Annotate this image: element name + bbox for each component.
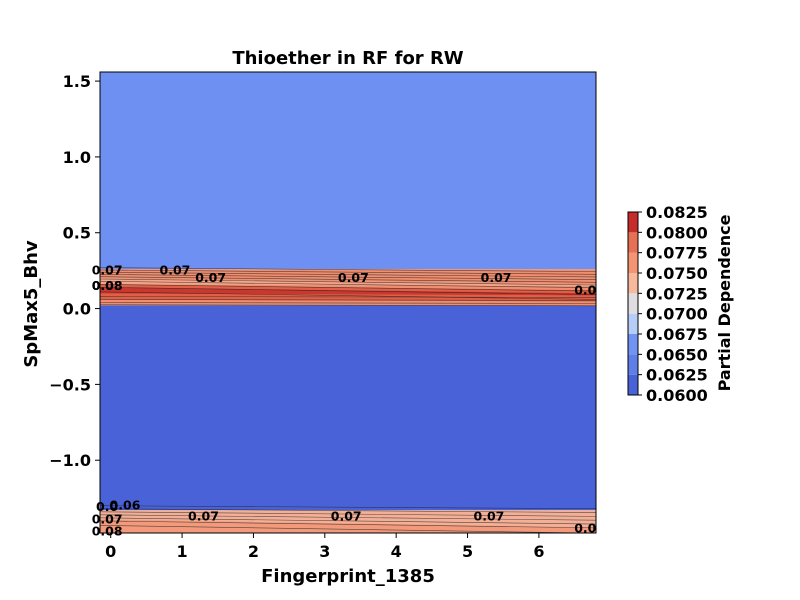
contour-line-upper-8 bbox=[100, 287, 596, 295]
colorbar-segment-7 bbox=[628, 232, 638, 253]
contour-label-13: 0.08 bbox=[92, 523, 123, 538]
colorbar-segment-2 bbox=[628, 334, 638, 355]
contour-label-1: 0.07 bbox=[195, 270, 226, 285]
x-tick-label-6: 6 bbox=[533, 542, 544, 561]
colorbar-tick-label-9: 0.0600 bbox=[646, 386, 708, 405]
colorbar-tick-label-5: 0.0700 bbox=[646, 305, 708, 324]
colorbar-tick-label-7: 0.0650 bbox=[646, 345, 708, 364]
contour-line-upper-2 bbox=[100, 271, 596, 278]
colorbar-tick-label-2: 0.0775 bbox=[646, 244, 708, 263]
contour-label-7: 0.06 bbox=[110, 498, 141, 513]
colorbar-segment-0 bbox=[628, 374, 638, 395]
contour-line-upper-13 bbox=[100, 304, 596, 307]
x-tick-label-0: 0 bbox=[105, 542, 116, 561]
contour-line-upper-7 bbox=[100, 284, 596, 292]
colorbar-segment-6 bbox=[628, 252, 638, 273]
y-tick-label-4: −0.5 bbox=[49, 375, 91, 394]
contour-band-0 bbox=[100, 72, 596, 270]
contour-band-2 bbox=[100, 305, 596, 511]
colorbar-tick-label-1: 0.0800 bbox=[646, 223, 708, 242]
contour-line-upper-9 bbox=[100, 291, 596, 300]
y-tick-label-2: 0.5 bbox=[63, 224, 91, 243]
contour-line-upper-12 bbox=[100, 302, 596, 304]
contour-lines bbox=[100, 267, 596, 533]
contour-label-11: 0.0 bbox=[96, 499, 118, 514]
colorbar-tick-label-6: 0.0675 bbox=[646, 325, 708, 344]
contour-label-0: 0.07 bbox=[160, 263, 191, 278]
colorbar-frame bbox=[627, 211, 639, 396]
contour-line-lower-1 bbox=[100, 508, 596, 513]
contour-line-upper-5 bbox=[100, 278, 596, 286]
contour-label-15: 0.0 bbox=[574, 282, 596, 297]
x-tick-label-5: 5 bbox=[462, 542, 473, 561]
colorbar-tick-label-0: 0.0825 bbox=[646, 203, 708, 222]
colorbar-segment-3 bbox=[628, 313, 638, 334]
colorbar-segment-8 bbox=[628, 212, 638, 233]
contour-label-9: 0.07 bbox=[331, 508, 362, 523]
plot-frame bbox=[99, 71, 597, 534]
colorbar-segment-4 bbox=[628, 293, 638, 314]
contour-label-5: 0.08 bbox=[92, 278, 123, 293]
y-axis: 1.5 1.0 0.5 0.0 −0.5 −1.0 bbox=[49, 72, 100, 470]
x-axis-label: Fingerprint_1385 bbox=[261, 566, 435, 587]
contour-labels: 0.070.07 0.07 0.070.070.080.080.060.07 0.07… bbox=[92, 263, 597, 539]
y-tick-label-3: 0.0 bbox=[63, 300, 91, 319]
colorbar-tick-label-8: 0.0625 bbox=[646, 366, 708, 385]
y-tick-label-0: 1.5 bbox=[63, 72, 91, 91]
contour-line-upper-11 bbox=[100, 299, 596, 301]
contour-line-lower-0 bbox=[100, 505, 596, 510]
x-tick-label-2: 2 bbox=[248, 542, 259, 561]
contour-line-lower-4 bbox=[100, 517, 596, 525]
contour-line-upper-4 bbox=[100, 276, 596, 283]
contour-line-upper-0 bbox=[100, 267, 596, 272]
colorbar-segment-5 bbox=[628, 273, 638, 294]
contour-label-12: 0.07 bbox=[92, 511, 123, 526]
x-tick-label-1: 1 bbox=[177, 542, 188, 561]
contour-line-lower-6 bbox=[100, 525, 596, 533]
x-axis: 0 1 2 3 4 5 6 bbox=[105, 533, 544, 561]
colorbar-tick-label-4: 0.0725 bbox=[646, 284, 708, 303]
x-tick-label-4: 4 bbox=[391, 542, 402, 561]
contour-label-6: 0.08 bbox=[92, 278, 123, 293]
y-axis-label: SpMax5_Bhv bbox=[21, 240, 42, 368]
x-tick-label-3: 3 bbox=[319, 542, 330, 561]
contour-line-upper-1 bbox=[100, 269, 596, 275]
contour-line-lower-3 bbox=[100, 514, 596, 521]
contour-label-10: 0.07 bbox=[474, 508, 505, 523]
chart-title: Thioether in RF for RW bbox=[232, 48, 463, 69]
colorbar-tick-label-3: 0.0750 bbox=[646, 264, 708, 283]
colorbar: 0.08250.08000.07750.07500.07250.07000.06… bbox=[627, 203, 708, 405]
contour-line-upper-3 bbox=[100, 274, 596, 280]
contour-line-lower-2 bbox=[100, 511, 596, 517]
contour-label-4: 0.07 bbox=[92, 263, 123, 278]
contour-label-3: 0.07 bbox=[481, 270, 512, 285]
y-tick-label-5: −1.0 bbox=[49, 451, 91, 470]
contour-line-lower-5 bbox=[100, 520, 596, 529]
colorbar-label: Partial Dependence bbox=[715, 214, 734, 391]
contour-line-upper-6 bbox=[100, 280, 596, 288]
y-tick-label-1: 1.0 bbox=[63, 148, 91, 167]
contour-label-2: 0.07 bbox=[338, 270, 369, 285]
contour-label-8: 0.07 bbox=[188, 508, 219, 523]
contour-label-14: 0.0 bbox=[574, 520, 596, 535]
contour-line-upper-10 bbox=[100, 296, 596, 298]
colorbar-segment-1 bbox=[628, 354, 638, 375]
